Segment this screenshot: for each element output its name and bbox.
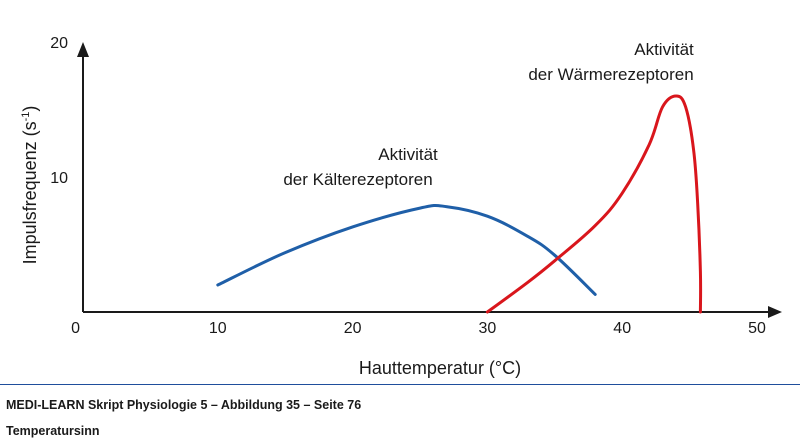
series-layer <box>216 94 703 314</box>
x-tick-label: 0 <box>71 320 80 337</box>
figure-source-caption: MEDI-LEARN Skript Physiologie 5 – Abbild… <box>6 398 362 412</box>
warm-receptor-curve <box>485 94 703 314</box>
y-tick-label: 20 <box>50 35 68 52</box>
y-tick-labels: 10 20 <box>50 35 68 187</box>
temperature-receptor-chart: 0 10 20 30 40 50 10 20 Hauttemperatur (°C) Imp… <box>20 35 782 378</box>
x-tick-label: 30 <box>479 320 497 337</box>
x-tick-labels: 0 10 20 30 40 50 <box>71 320 766 337</box>
cold-annotation-line-1: Aktivität <box>378 145 438 164</box>
warm-annotation-line-2: der Wärmerezeptoren <box>528 65 693 84</box>
cold-receptor-annotation: Aktivität der Kälterezeptoren <box>283 145 438 189</box>
figure-topic-caption: Temperatursinn <box>6 424 100 438</box>
x-axis-title: Hauttemperatur (°C) <box>359 358 521 378</box>
x-tick-label: 50 <box>748 320 766 337</box>
cold-receptor-curve <box>216 203 597 296</box>
x-tick-label: 40 <box>613 320 631 337</box>
cold-annotation-line-2: der Kälterezeptoren <box>283 170 432 189</box>
y-axis-arrow <box>77 42 89 57</box>
warm-receptor-annotation: Aktivität der Wärmerezeptoren <box>528 40 694 84</box>
y-axis-title-superscript: -1 <box>20 112 32 122</box>
x-axis-arrow <box>768 306 782 318</box>
warm-annotation-line-1: Aktivität <box>634 40 694 59</box>
y-axis-title-close: ) <box>20 106 40 112</box>
x-tick-label: 20 <box>344 320 362 337</box>
x-tick-label: 10 <box>209 320 227 337</box>
footer-divider <box>0 384 800 385</box>
y-axis-title: Impulsfrequenz (s-1) <box>20 106 40 265</box>
y-axis-title-main: Impulsfrequenz (s <box>20 121 40 264</box>
y-tick-label: 10 <box>50 170 68 187</box>
axes <box>77 42 782 318</box>
